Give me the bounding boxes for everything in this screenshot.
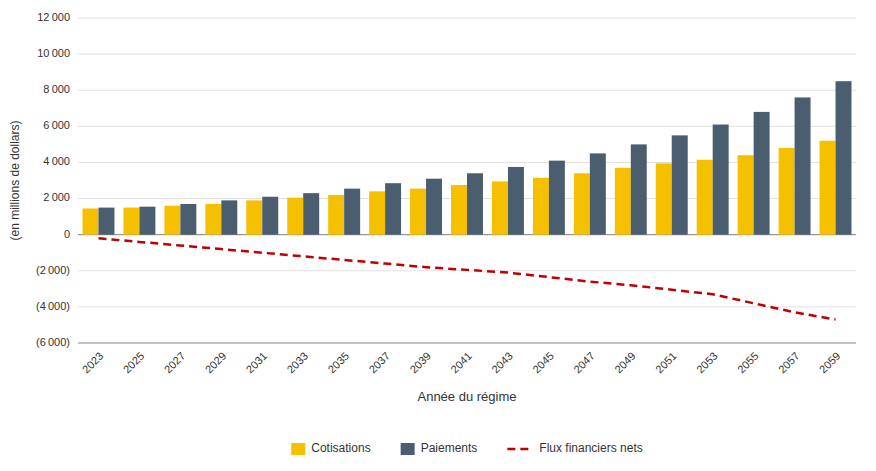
bar <box>467 173 483 234</box>
x-tick-label: 2043 <box>489 350 515 376</box>
x-tick-label: 2053 <box>694 350 720 376</box>
legend-label: Paiements <box>421 441 478 455</box>
bar <box>508 167 524 235</box>
bar <box>221 200 237 234</box>
x-tick-label: 2047 <box>571 350 597 376</box>
bar <box>246 200 262 234</box>
legend-swatch <box>291 443 305 455</box>
x-tick-label: 2023 <box>80 350 106 376</box>
bar <box>369 191 385 234</box>
y-tick-label: 2 000 <box>43 191 70 203</box>
x-tick-labels: 2023 2025 2027 2029 2031 2033 2035 2037 2039 2041… <box>80 350 843 376</box>
bar <box>344 189 360 235</box>
bar <box>533 178 549 235</box>
bar <box>451 185 467 235</box>
bar <box>820 141 836 235</box>
bar <box>574 173 590 234</box>
y-tick-label: 6 000 <box>43 119 70 131</box>
legend-label: Flux financiers nets <box>539 441 642 455</box>
legend-label: Cotisations <box>311 441 370 455</box>
x-axis-label: Année du régime <box>417 389 516 404</box>
legend-item: Flux financiers nets <box>507 441 642 455</box>
bar <box>83 208 99 234</box>
grid-line <box>78 343 856 344</box>
y-tick-label: (2 000) <box>36 264 70 276</box>
bar <box>492 181 508 234</box>
x-tick-label: 2031 <box>244 350 270 376</box>
chart-container: (6 000) (4 000) (2 000) 0 2 000 4 000 6 000 8 0… <box>0 0 876 471</box>
bar <box>385 183 401 234</box>
bar <box>426 179 442 235</box>
x-tick-label: 2027 <box>162 350 188 376</box>
bar <box>590 153 606 234</box>
x-tick-label: 2051 <box>653 350 679 376</box>
y-tick-label: (4 000) <box>36 300 70 312</box>
bar <box>287 198 303 235</box>
bar <box>631 144 647 234</box>
legend-swatch <box>401 443 415 455</box>
bar <box>672 135 688 234</box>
bar <box>139 207 155 235</box>
bar <box>779 148 795 235</box>
x-tick-label: 2059 <box>817 350 843 376</box>
bar <box>410 189 426 235</box>
x-tick-label: 2055 <box>735 350 761 376</box>
grid-line <box>78 90 856 91</box>
x-tick-label: 2041 <box>448 350 474 376</box>
x-tick-label: 2049 <box>612 350 638 376</box>
y-tick-label: 10 000 <box>37 47 70 59</box>
bar-series <box>98 81 851 234</box>
legend: Cotisations Paiements Flux financiers nets <box>291 441 642 455</box>
x-axis-line <box>78 343 856 344</box>
x-tick-label: 2045 <box>530 350 556 376</box>
y-axis-label: (en millions de dollars) <box>8 120 22 240</box>
marks <box>83 81 852 319</box>
bar <box>303 193 319 235</box>
bar <box>328 195 344 235</box>
y-tick-labels: (6 000) (4 000) (2 000) 0 2 000 4 000 6 000 8 0… <box>36 11 70 348</box>
y-tick-label: 8 000 <box>43 83 70 95</box>
bar <box>262 197 278 235</box>
bar <box>205 204 221 235</box>
grid-line <box>78 54 856 55</box>
x-tick-label: 2057 <box>776 350 802 376</box>
grid-line <box>78 306 856 307</box>
x-tick-label: 2029 <box>203 350 229 376</box>
grid-line <box>78 126 856 127</box>
bar <box>713 125 729 235</box>
y-tick-label: 12 000 <box>37 11 70 23</box>
bar <box>615 168 631 235</box>
bar <box>98 208 114 235</box>
bar <box>180 204 196 235</box>
bar <box>123 208 139 235</box>
legend-swatch <box>507 448 533 451</box>
bar <box>656 163 672 234</box>
grid <box>78 18 856 343</box>
y-tick-label: 0 <box>64 228 70 240</box>
x-tick-label: 2025 <box>121 350 147 376</box>
bar <box>738 155 754 234</box>
bar <box>164 206 180 235</box>
grid-line <box>78 18 856 19</box>
line <box>98 238 835 319</box>
bar <box>836 81 852 234</box>
x-tick-label: 2039 <box>407 350 433 376</box>
y-tick-label: 4 000 <box>43 155 70 167</box>
bar <box>795 97 811 234</box>
chart-svg: (6 000) (4 000) (2 000) 0 2 000 4 000 6 000 8 0… <box>0 0 876 471</box>
bar <box>697 160 713 235</box>
legend-item: Paiements <box>401 441 478 455</box>
x-tick-label: 2037 <box>366 350 392 376</box>
x-tick-label: 2035 <box>325 350 351 376</box>
bar <box>549 161 565 235</box>
bar <box>754 112 770 235</box>
y-tick-label: (6 000) <box>36 336 70 348</box>
x-tick-label: 2033 <box>284 350 310 376</box>
legend-item: Cotisations <box>291 441 370 455</box>
